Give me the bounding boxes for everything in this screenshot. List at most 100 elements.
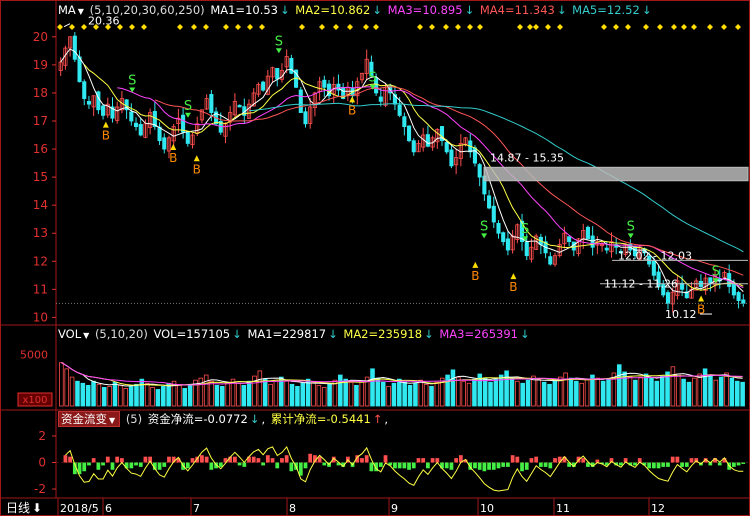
month-label: 9 bbox=[391, 502, 398, 515]
signal-diamond bbox=[467, 24, 473, 30]
buy-signal-icon: B bbox=[348, 103, 356, 117]
volume-bar bbox=[450, 369, 456, 407]
money-flow-bar bbox=[529, 458, 534, 463]
price-tick-label: 10 bbox=[33, 310, 48, 324]
money-flow-bar bbox=[557, 456, 562, 463]
money-flow-bar bbox=[176, 458, 181, 463]
ma-dropdown-icon[interactable]: ▼ bbox=[77, 7, 84, 16]
volume-bar bbox=[466, 382, 472, 407]
volume-bar bbox=[386, 385, 391, 407]
candle-body bbox=[378, 96, 383, 102]
candle-body bbox=[741, 299, 746, 304]
candle-body bbox=[618, 250, 623, 254]
money-flow-bar bbox=[595, 459, 600, 463]
money-flow-bar bbox=[562, 456, 567, 463]
signal-diamond bbox=[477, 24, 483, 30]
candle-body bbox=[684, 291, 689, 299]
candle-body bbox=[552, 255, 558, 265]
money-flow-bar bbox=[251, 456, 256, 463]
signal-diamond bbox=[299, 24, 305, 30]
volume-bar bbox=[681, 378, 686, 407]
candle-body bbox=[359, 72, 365, 81]
candle-body bbox=[148, 112, 153, 129]
sell-signal-icon: S bbox=[184, 99, 192, 114]
money-flow-bar bbox=[440, 462, 444, 469]
volume-bar bbox=[279, 376, 284, 407]
money-flow-indicator-select[interactable]: 资金流变 ▼ bbox=[58, 411, 121, 427]
volume-bar bbox=[665, 371, 670, 407]
signal-diamond bbox=[259, 24, 265, 30]
vol-ma1-arrow-icon: ↓ bbox=[328, 327, 338, 341]
mf-params: (5) bbox=[125, 412, 143, 426]
price-tick-label: 20 bbox=[33, 30, 48, 44]
resistance-band-1 bbox=[483, 166, 749, 182]
signal-diamond bbox=[429, 24, 435, 30]
signal-diamond bbox=[177, 24, 183, 30]
signal-diamond bbox=[93, 24, 99, 30]
candle-body bbox=[275, 68, 280, 80]
money-flow-bar bbox=[449, 462, 454, 470]
vol-indicator-name[interactable]: VOL bbox=[58, 327, 82, 341]
volume-bar bbox=[482, 377, 488, 407]
volume-bar bbox=[670, 366, 676, 407]
candle-body bbox=[364, 58, 369, 74]
candle-body bbox=[176, 117, 181, 124]
candle-body bbox=[138, 124, 143, 136]
price-tick-label: 18 bbox=[33, 86, 48, 100]
money-flow-bar bbox=[143, 456, 148, 463]
candle-body bbox=[190, 134, 195, 146]
money-flow-bar bbox=[430, 458, 435, 463]
band2-label: 12.02 - 12.03 bbox=[618, 249, 692, 262]
candle-body bbox=[567, 236, 572, 243]
candle-body bbox=[246, 103, 252, 119]
money-flow-bar bbox=[567, 462, 571, 467]
candle-body bbox=[369, 61, 374, 77]
candle-body bbox=[439, 126, 445, 142]
volume-bar bbox=[80, 382, 86, 407]
candle-body bbox=[491, 205, 496, 223]
volume-bar bbox=[257, 370, 263, 407]
cum-flow-value: 累计净流=-0.5441 bbox=[270, 412, 371, 426]
vol-dropdown-icon[interactable]: ▼ bbox=[83, 331, 90, 340]
volume-bar bbox=[370, 368, 375, 407]
money-flow-bar bbox=[317, 456, 322, 463]
price-tick-label: 16 bbox=[33, 142, 48, 156]
ma2-value: MA2=10.862 bbox=[295, 3, 371, 17]
volume-bar bbox=[590, 374, 595, 407]
volume-bar bbox=[246, 380, 252, 407]
money-flow-bar bbox=[604, 462, 609, 466]
money-flow-bar bbox=[218, 462, 223, 467]
candle-body bbox=[166, 137, 172, 152]
ma1-arrow-icon: ↓ bbox=[280, 3, 290, 17]
vol-params: (5,10,20) bbox=[94, 327, 148, 341]
cumulative-flow-line bbox=[65, 445, 744, 492]
candle-body bbox=[501, 232, 506, 243]
candle-body bbox=[115, 106, 120, 121]
candle-body bbox=[562, 232, 567, 245]
money-flow-bar bbox=[138, 462, 143, 467]
money-flow-bar bbox=[510, 455, 515, 463]
buy-signal-icon: B bbox=[102, 129, 110, 143]
money-flow-bar bbox=[190, 458, 195, 463]
volume-bar bbox=[214, 384, 220, 407]
money-flow-bar bbox=[120, 458, 124, 463]
money-flow-bar bbox=[195, 456, 200, 463]
volume-bar bbox=[574, 380, 579, 407]
candle-body bbox=[181, 114, 186, 133]
candle-body bbox=[261, 81, 266, 91]
ma-indicator-name[interactable]: MA bbox=[58, 3, 76, 17]
volume-bar bbox=[134, 383, 139, 407]
money-flow-bar bbox=[722, 458, 727, 463]
money-flow-bar bbox=[619, 462, 623, 466]
candle-body bbox=[397, 104, 402, 116]
money-flow-bar bbox=[506, 462, 510, 467]
ma1-line bbox=[60, 48, 744, 294]
volume-bar bbox=[606, 378, 611, 407]
candle-body bbox=[651, 261, 656, 276]
money-flow-bar bbox=[416, 458, 421, 463]
volume-bar bbox=[541, 381, 547, 407]
money-flow-bar bbox=[204, 456, 209, 463]
money-flow-bar bbox=[383, 455, 388, 463]
money-flow-bar bbox=[378, 462, 383, 467]
period-label: 日线 bbox=[6, 501, 30, 515]
